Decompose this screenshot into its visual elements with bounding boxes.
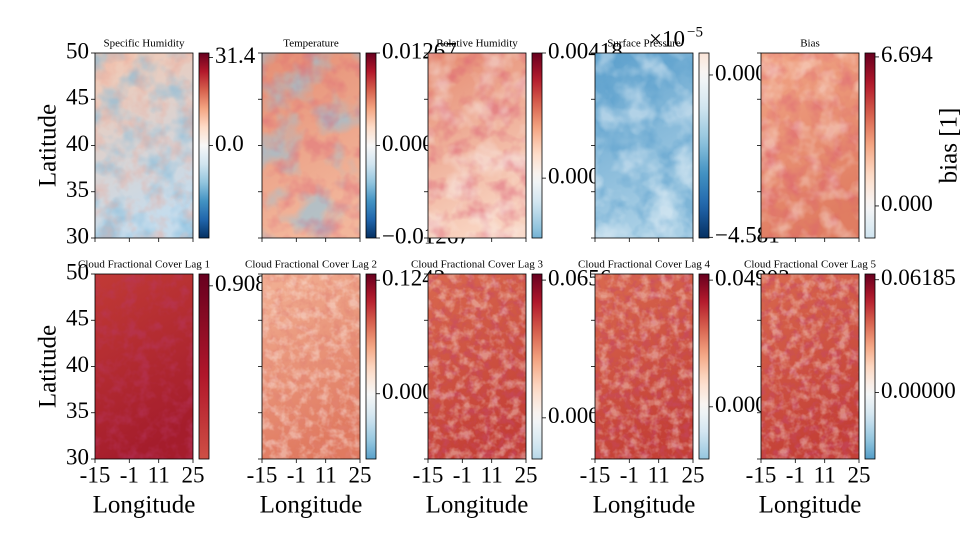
colorbar-tick-label: 0.00000: [881, 378, 956, 403]
y-tick-label: 50: [66, 259, 89, 284]
colorbar: [864, 273, 876, 460]
x-axis-label: Longitude: [759, 492, 862, 519]
colorbar-tick-label: 0.06185: [881, 265, 956, 290]
colorbar-label: bias [1]: [936, 108, 960, 184]
colorbar: [365, 52, 377, 239]
colorbar-offset-exponent: −5: [687, 24, 703, 40]
y-tick-label: 45: [66, 85, 89, 110]
y-tick-label: 45: [66, 306, 89, 331]
colorbar: [864, 52, 876, 239]
heatmap-texture: [595, 53, 693, 238]
y-tick-label: 40: [66, 352, 89, 377]
x-tick-label: -1: [120, 462, 139, 487]
y-tick-label: 35: [66, 177, 89, 202]
heatmap-texture: [262, 53, 360, 238]
x-tick-label: -1: [620, 462, 639, 487]
panel-title: Cloud Fractional Cover Lag 5: [744, 259, 876, 271]
heatmap-texture: [761, 53, 859, 238]
x-axis-label: Longitude: [426, 492, 529, 519]
y-tick-label: 40: [66, 131, 89, 156]
colorbar-tick-label: 0.000: [715, 60, 767, 85]
colorbar: [365, 273, 377, 460]
x-tick-label: -1: [287, 462, 306, 487]
colorbar: [531, 273, 543, 460]
x-tick-label: 11: [814, 462, 836, 487]
x-tick-label: -15: [746, 462, 777, 487]
colorbar: [698, 273, 710, 460]
x-tick-label: -15: [413, 462, 444, 487]
x-tick-label: 11: [648, 462, 670, 487]
panel-title: Cloud Fractional Cover Lag 2: [245, 259, 377, 271]
y-tick-label: 35: [66, 398, 89, 423]
y-axis-label: Latitude: [35, 325, 62, 408]
x-tick-label: -15: [580, 462, 611, 487]
colorbar: [698, 52, 710, 239]
colorbar-tick-label: 0.0: [215, 131, 244, 156]
panel-title: Relative Humidity: [436, 38, 518, 50]
x-tick-label: 25: [682, 462, 705, 487]
heatmap-texture: [761, 274, 859, 459]
panel-title: Cloud Fractional Cover Lag 1: [78, 259, 210, 271]
colorbar-offset: ×10: [649, 26, 685, 51]
heatmap-texture: [262, 274, 360, 459]
colorbar-tick-label: 0.000: [881, 191, 933, 216]
x-axis-label: Longitude: [260, 492, 363, 519]
y-tick-label: 30: [66, 444, 89, 469]
heatmap-texture: [95, 53, 193, 238]
x-axis-label: Longitude: [593, 492, 696, 519]
colorbar-tick-label: 6.694: [881, 42, 933, 67]
x-tick-label: 11: [481, 462, 503, 487]
y-tick-label: 30: [66, 223, 89, 248]
x-tick-label: -1: [786, 462, 805, 487]
panel-title: Temperature: [283, 38, 339, 50]
panel-title: Specific Humidity: [104, 38, 185, 50]
panel-title: Cloud Fractional Cover Lag 3: [411, 259, 543, 271]
heatmap-texture: [428, 274, 526, 459]
x-tick-label: 11: [148, 462, 170, 487]
y-tick-label: 50: [66, 38, 89, 63]
x-tick-label: -1: [453, 462, 472, 487]
colorbar-tick-label: 31.4: [215, 43, 256, 68]
heatmap-texture: [595, 274, 693, 459]
panel-title: Cloud Fractional Cover Lag 4: [578, 259, 710, 271]
x-tick-label: -15: [247, 462, 278, 487]
colorbar: [531, 52, 543, 239]
y-axis-label: Latitude: [35, 104, 62, 187]
colorbar: [198, 52, 210, 239]
heatmap-texture: [95, 274, 193, 459]
panel-title: Surface Pressure: [607, 38, 681, 50]
x-tick-label: 25: [182, 462, 205, 487]
heatmap-texture: [428, 53, 526, 238]
x-tick-label: 11: [315, 462, 337, 487]
x-tick-label: -15: [80, 462, 111, 487]
panel-title: Bias: [800, 38, 820, 50]
x-tick-label: 25: [848, 462, 871, 487]
x-tick-label: 25: [515, 462, 538, 487]
x-tick-label: 25: [349, 462, 372, 487]
colorbar: [198, 273, 210, 460]
x-axis-label: Longitude: [93, 492, 196, 519]
